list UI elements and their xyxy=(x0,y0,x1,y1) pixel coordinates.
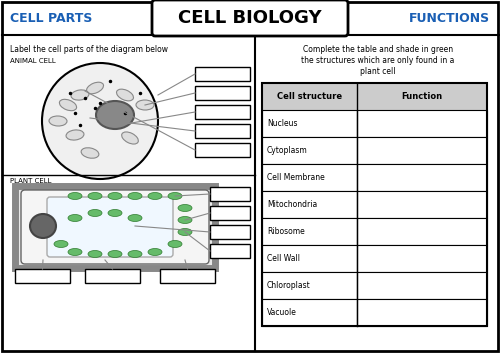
Text: Vacuole: Vacuole xyxy=(267,308,297,317)
Bar xyxy=(262,110,357,137)
Text: Label the cell parts of the diagram below: Label the cell parts of the diagram belo… xyxy=(10,45,168,54)
Ellipse shape xyxy=(86,83,104,93)
Bar xyxy=(357,164,487,191)
Bar xyxy=(210,206,250,220)
Ellipse shape xyxy=(108,251,122,257)
Bar xyxy=(195,105,250,119)
Bar xyxy=(357,218,487,245)
Bar xyxy=(210,225,250,239)
Bar xyxy=(195,67,250,81)
Text: Cell Wall: Cell Wall xyxy=(267,254,300,263)
Text: plant cell: plant cell xyxy=(360,67,396,76)
Ellipse shape xyxy=(88,209,102,216)
Bar xyxy=(357,110,487,137)
Ellipse shape xyxy=(168,240,182,247)
Ellipse shape xyxy=(178,204,192,211)
Ellipse shape xyxy=(96,101,134,129)
Ellipse shape xyxy=(168,192,182,199)
Ellipse shape xyxy=(108,209,122,216)
Text: Function: Function xyxy=(402,92,442,101)
Ellipse shape xyxy=(88,251,102,257)
Ellipse shape xyxy=(148,192,162,199)
Text: Nucleus: Nucleus xyxy=(267,119,298,128)
Text: PLANT CELL: PLANT CELL xyxy=(10,178,51,184)
Bar xyxy=(195,143,250,157)
Bar xyxy=(15,186,215,268)
FancyBboxPatch shape xyxy=(152,0,348,36)
Bar xyxy=(262,137,357,164)
Bar xyxy=(357,272,487,299)
Bar xyxy=(160,269,215,283)
Text: FUNCTIONS: FUNCTIONS xyxy=(409,12,490,24)
Bar xyxy=(357,191,487,218)
Ellipse shape xyxy=(128,251,142,257)
Bar xyxy=(195,124,250,138)
Ellipse shape xyxy=(178,216,192,223)
Text: Complete the table and shade in green: Complete the table and shade in green xyxy=(303,45,453,54)
Text: Cell Membrane: Cell Membrane xyxy=(267,173,325,182)
FancyBboxPatch shape xyxy=(47,197,173,257)
Ellipse shape xyxy=(128,192,142,199)
Bar xyxy=(262,83,487,326)
Circle shape xyxy=(42,63,158,179)
Bar xyxy=(262,272,357,299)
Ellipse shape xyxy=(54,240,68,247)
Text: ANIMAL CELL: ANIMAL CELL xyxy=(10,58,56,64)
Bar xyxy=(262,191,357,218)
Text: Chloroplast: Chloroplast xyxy=(267,281,311,290)
Ellipse shape xyxy=(50,115,66,127)
Ellipse shape xyxy=(68,249,82,256)
Text: Ribosome: Ribosome xyxy=(267,227,305,236)
Ellipse shape xyxy=(82,147,98,159)
Bar xyxy=(195,86,250,100)
Ellipse shape xyxy=(116,90,134,100)
Text: the structures which are only found in a: the structures which are only found in a xyxy=(302,56,454,65)
Text: CELL PARTS: CELL PARTS xyxy=(10,12,92,24)
Bar xyxy=(262,218,357,245)
Bar xyxy=(210,187,250,201)
Ellipse shape xyxy=(128,215,142,221)
Ellipse shape xyxy=(108,192,122,199)
Ellipse shape xyxy=(72,89,88,101)
Ellipse shape xyxy=(88,192,102,199)
Bar xyxy=(210,244,250,258)
Ellipse shape xyxy=(148,249,162,256)
Ellipse shape xyxy=(136,99,154,111)
Bar xyxy=(262,245,357,272)
Text: CELL BIOLOGY: CELL BIOLOGY xyxy=(178,9,322,27)
Bar xyxy=(357,299,487,326)
Bar xyxy=(357,137,487,164)
Bar xyxy=(262,299,357,326)
Text: Cytoplasm: Cytoplasm xyxy=(267,146,308,155)
Bar xyxy=(357,245,487,272)
FancyBboxPatch shape xyxy=(21,190,209,264)
Ellipse shape xyxy=(30,214,56,238)
Ellipse shape xyxy=(178,228,192,235)
Ellipse shape xyxy=(66,130,84,140)
Text: Mitochondria: Mitochondria xyxy=(267,200,318,209)
Bar xyxy=(15,269,70,283)
Bar xyxy=(262,164,357,191)
Bar xyxy=(262,83,487,110)
Ellipse shape xyxy=(121,133,139,143)
Ellipse shape xyxy=(59,100,77,110)
Text: Cell structure: Cell structure xyxy=(277,92,342,101)
Ellipse shape xyxy=(68,215,82,221)
Bar xyxy=(85,269,140,283)
Ellipse shape xyxy=(68,192,82,199)
